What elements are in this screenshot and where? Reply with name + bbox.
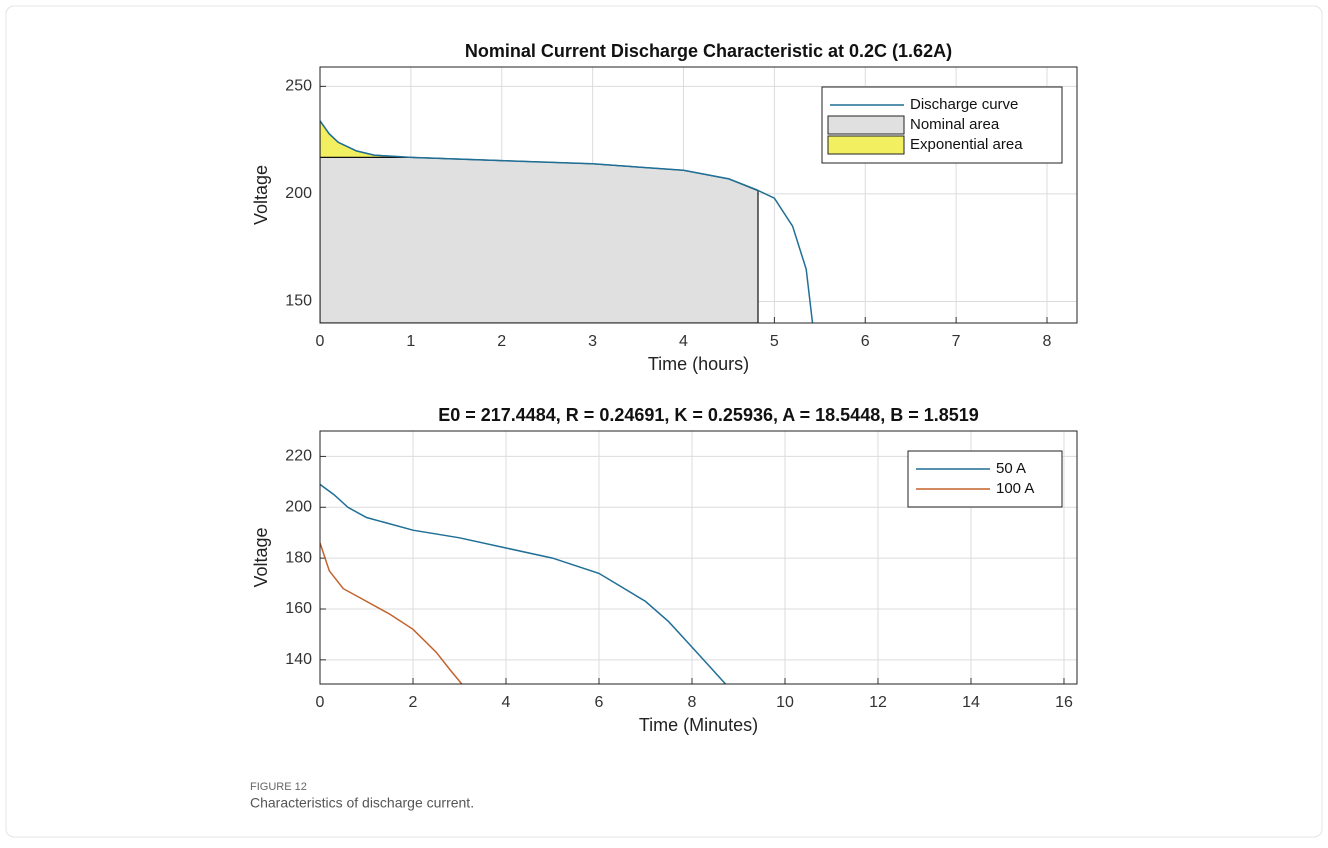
- x-tick-label: 8: [688, 694, 697, 711]
- x-tick-label: 7: [952, 333, 961, 350]
- legend-label: 50 A: [996, 460, 1026, 477]
- y-axis-label: Voltage: [251, 165, 271, 225]
- x-tick-label: 0: [316, 694, 325, 711]
- x-tick-label: 6: [595, 694, 604, 711]
- x-tick-label: 14: [962, 694, 980, 711]
- x-tick-label: 6: [861, 333, 870, 350]
- chart-title: Nominal Current Discharge Characteristic…: [465, 41, 952, 61]
- x-tick-label: 12: [869, 694, 887, 711]
- legend-label: 100 A: [996, 480, 1034, 497]
- legend-box: [907, 450, 1063, 508]
- x-tick-label: 2: [409, 694, 418, 711]
- y-tick-label: 180: [285, 549, 312, 566]
- y-tick-label: 160: [285, 600, 312, 617]
- y-tick-label: 220: [285, 448, 312, 465]
- caption-label: FIGURE 12: [250, 781, 307, 793]
- x-axis-label: Time (Minutes): [639, 715, 758, 735]
- x-tick-label: 3: [588, 333, 597, 350]
- area: [320, 156, 759, 323]
- x-tick-label: 10: [776, 694, 794, 711]
- y-tick-label: 200: [285, 185, 312, 202]
- x-tick-label: 4: [679, 333, 688, 350]
- x-axis-label: Time (hours): [648, 354, 749, 374]
- series-group: [320, 119, 814, 323]
- legend-swatch: [827, 115, 905, 135]
- legend-label: Discharge curve: [910, 96, 1018, 113]
- x-tick-label: 16: [1055, 694, 1073, 711]
- x-tick-label: 8: [1043, 333, 1052, 350]
- chart-title: E0 = 217.4484, R = 0.24691, K = 0.25936,…: [438, 405, 979, 425]
- y-tick-label: 140: [285, 651, 312, 668]
- x-tick-label: 0: [316, 333, 325, 350]
- series-group: [320, 483, 727, 684]
- plot-frame: [319, 430, 1078, 685]
- legend-label: Nominal area: [910, 116, 1000, 133]
- legend-label: Exponential area: [910, 136, 1023, 153]
- line: [320, 483, 727, 684]
- x-tick-label: 4: [502, 694, 511, 711]
- y-tick-label: 200: [285, 499, 312, 516]
- legend-swatch: [827, 135, 905, 155]
- x-tick-label: 2: [497, 333, 506, 350]
- plot-frame: [319, 66, 1078, 324]
- caption-text: Characteristics of discharge current.: [250, 795, 474, 811]
- y-tick-label: 250: [285, 78, 312, 95]
- y-tick-label: 150: [285, 293, 312, 310]
- x-tick-label: 1: [406, 333, 415, 350]
- y-axis-label: Voltage: [251, 527, 271, 587]
- line: [320, 542, 463, 684]
- line: [320, 120, 814, 323]
- x-tick-label: 5: [770, 333, 779, 350]
